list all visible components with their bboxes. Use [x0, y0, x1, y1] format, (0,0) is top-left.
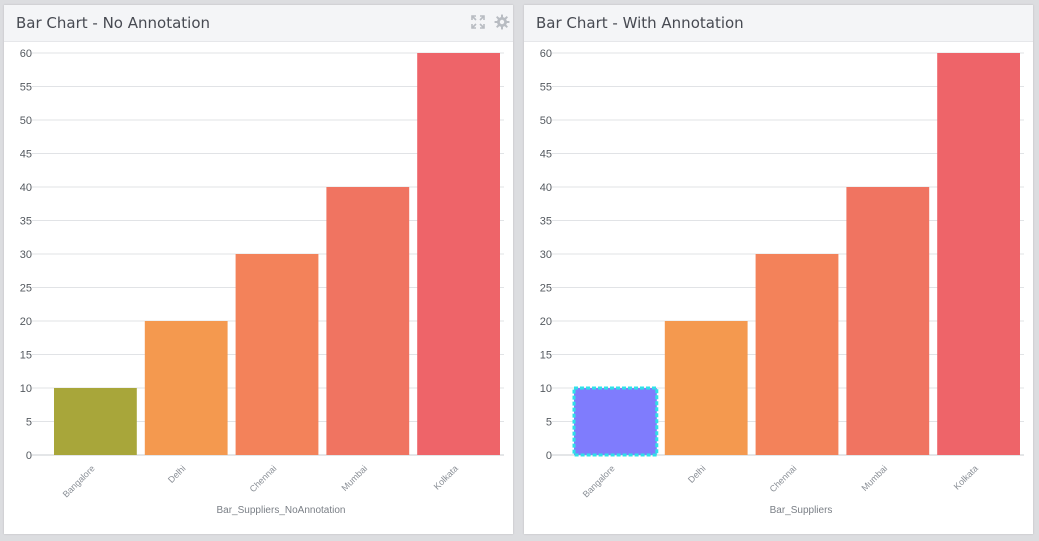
x-tick-label: Kolkata: [952, 463, 980, 491]
x-tick-label: Bangalore: [61, 463, 97, 499]
y-tick-label: 60: [20, 48, 32, 60]
y-tick-label: 10: [540, 383, 552, 395]
chart-panel-with-annotation: Bar Chart - With Annotation 0 5 10 15 20 25 30…: [524, 5, 1033, 534]
y-tick-label: 50: [20, 115, 32, 127]
y-tick-label: 25: [540, 283, 552, 295]
y-tick-label: 60: [540, 48, 552, 60]
x-tick-label: Mumbai: [340, 463, 370, 493]
y-tick-label: 45: [540, 149, 552, 161]
x-tick-label: Delhi: [166, 463, 188, 485]
bar-kolkata[interactable]: [937, 53, 1020, 455]
y-tick-label: 20: [20, 316, 32, 328]
y-tick-label: 0: [546, 450, 552, 462]
x-tick-label: Delhi: [686, 463, 708, 485]
y-tick-label: 20: [540, 316, 552, 328]
x-tick-label: Kolkata: [432, 463, 460, 491]
y-tick-label: 35: [540, 216, 552, 228]
bar-delhi[interactable]: [665, 321, 748, 455]
bar-chart: 0 5 10 15 20 25 30 35 40 45 50 55 60 Bangalore Delhi Ch…: [4, 42, 513, 534]
y-tick-label: 5: [546, 417, 552, 429]
y-tick-label: 50: [540, 115, 552, 127]
x-axis-title: Bar_Suppliers: [770, 505, 833, 516]
bar-delhi[interactable]: [145, 321, 228, 455]
bar-mumbai[interactable]: [846, 187, 929, 455]
bar-kolkata[interactable]: [417, 53, 500, 455]
y-tick-label: 40: [20, 182, 32, 194]
bar-chennai[interactable]: [756, 254, 839, 455]
x-tick-label: Mumbai: [860, 463, 890, 493]
panel-title: Bar Chart - With Annotation: [536, 14, 744, 32]
y-tick-label: 55: [540, 82, 552, 94]
y-tick-label: 25: [20, 283, 32, 295]
chart-panel-no-annotation: Bar Chart - No Annotation 0 5 10 15 20 25 30 35…: [4, 5, 513, 534]
bar-chennai[interactable]: [236, 254, 319, 455]
y-tick-label: 15: [20, 350, 32, 362]
gear-icon[interactable]: [494, 14, 510, 30]
panel-header: Bar Chart - No Annotation: [4, 5, 513, 42]
x-tick-label: Chennai: [768, 463, 799, 494]
y-tick-label: 40: [540, 182, 552, 194]
panel-title: Bar Chart - No Annotation: [16, 14, 210, 32]
bar-bangalore[interactable]: [54, 388, 137, 455]
y-tick-label: 30: [20, 249, 32, 261]
x-tick-label: Bangalore: [581, 463, 617, 499]
bar-chart: 0 5 10 15 20 25 30 35 40 45 50 55 60 Bangalore Delhi Ch…: [524, 42, 1033, 534]
panel-header: Bar Chart - With Annotation: [524, 5, 1033, 42]
y-tick-label: 30: [540, 249, 552, 261]
y-tick-label: 55: [20, 82, 32, 94]
y-tick-label: 10: [20, 383, 32, 395]
bar-mumbai[interactable]: [326, 187, 409, 455]
expand-icon[interactable]: [470, 14, 486, 30]
y-tick-label: 0: [26, 450, 32, 462]
annotated-bar-bangalore[interactable]: [574, 388, 657, 455]
x-axis-title: Bar_Suppliers_NoAnnotation: [217, 505, 346, 516]
y-tick-label: 35: [20, 216, 32, 228]
y-tick-label: 15: [540, 350, 552, 362]
y-tick-label: 45: [20, 149, 32, 161]
y-tick-label: 5: [26, 417, 32, 429]
x-tick-label: Chennai: [248, 463, 279, 494]
